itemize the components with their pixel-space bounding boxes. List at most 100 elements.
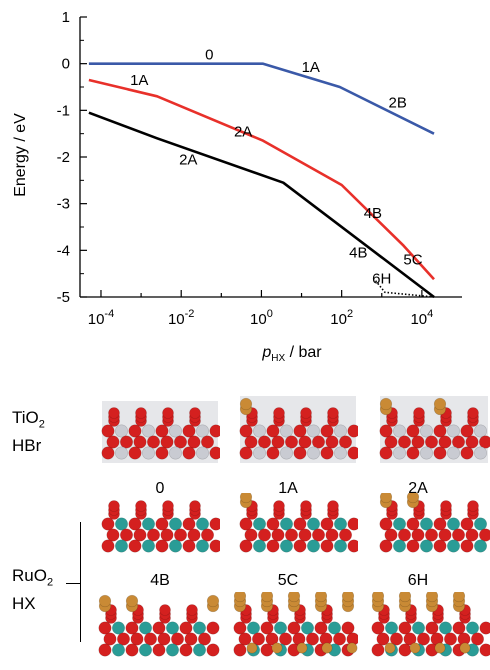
- oxygen-atom: [347, 517, 358, 531]
- halogen-atom: [206, 594, 220, 608]
- halogen-atom: [371, 592, 385, 603]
- oxygen-atom: [325, 528, 339, 542]
- y-tick-label: -2: [57, 149, 70, 166]
- oxygen-atom: [171, 632, 185, 646]
- oxygen-atom: [143, 632, 157, 646]
- structure-ruo2-1a: [238, 493, 358, 560]
- oxygen-atom: [293, 424, 307, 438]
- bridge-oxygen-atom: [108, 407, 120, 419]
- oxygen-atom: [306, 632, 320, 646]
- metal-atom: [141, 424, 155, 438]
- halogen-atom: [314, 592, 328, 603]
- oxygen-atom: [160, 528, 174, 542]
- oxygen-atom: [101, 517, 115, 531]
- halogen-atom: [434, 642, 446, 654]
- oxygen-atom: [411, 528, 425, 542]
- oxygen-atom: [101, 446, 115, 460]
- metal-atom: [141, 539, 155, 553]
- oxygen-atom: [251, 632, 265, 646]
- metal-atom: [447, 539, 461, 553]
- oxygen-atom: [425, 621, 439, 635]
- panel-title-ruo2-5c: 5C: [277, 572, 299, 589]
- y-axis-label: Energy / eV: [12, 113, 29, 197]
- oxygen-atom: [101, 424, 115, 438]
- ruo2-label-line2: HX: [12, 594, 36, 614]
- metal-atom: [393, 539, 406, 553]
- oxygen-atom: [347, 539, 358, 553]
- bridge-oxygen-atom: [273, 407, 285, 419]
- oxygen-atom: [416, 632, 430, 646]
- structure-ruo2-6h: [370, 592, 490, 664]
- oxygen-atom: [433, 539, 447, 553]
- structure-ruo2-2a: [378, 493, 490, 560]
- oxygen-atom: [155, 539, 169, 553]
- oxygen-atom: [452, 621, 466, 635]
- x-tick-label: 10-4: [88, 308, 114, 328]
- metal-atom: [253, 424, 266, 438]
- halogen-atom: [406, 493, 420, 504]
- halogen-atom: [379, 493, 393, 504]
- oxygen-atom: [406, 517, 420, 531]
- oxygen-atom: [155, 446, 169, 460]
- oxygen-atom: [209, 424, 220, 438]
- metal-atom: [447, 446, 461, 460]
- metal-atom: [334, 517, 348, 531]
- oxygen-atom: [152, 643, 166, 657]
- oxygen-atom: [438, 528, 452, 542]
- curve-label: 1A: [302, 59, 320, 76]
- metal-atom: [115, 424, 128, 438]
- oxygen-atom: [376, 632, 390, 646]
- ruo2-label-sub: 2: [46, 576, 54, 589]
- oxygen-atom: [146, 435, 160, 449]
- oxygen-atom: [125, 643, 139, 657]
- metal-atom: [474, 424, 488, 438]
- oxygen-atom: [98, 643, 112, 657]
- energy-chart: 1 0 -1 -2 -3 -4 -5 10-4 10-2 100 102 104 0 1A 1A 2B 2A 2…: [12, 9, 462, 364]
- oxygen-atom: [239, 446, 253, 460]
- oxygen-atom: [278, 632, 292, 646]
- oxygen-atom: [479, 435, 490, 449]
- metal-atom: [273, 621, 287, 635]
- structure-svg: [379, 493, 490, 553]
- x-axis-label: pHX / bar: [261, 344, 322, 364]
- metal-atom: [141, 517, 155, 531]
- oxygen-atom: [128, 424, 142, 438]
- halogen-atom: [433, 397, 447, 411]
- panel-title-ruo2-1a: 1A: [278, 480, 298, 497]
- metal-atom: [419, 539, 433, 553]
- metal-atom: [334, 539, 348, 553]
- oxygen-atom: [379, 539, 393, 553]
- tio2-label-line2: HBr: [12, 436, 42, 456]
- oxygen-atom: [157, 632, 171, 646]
- metal-atom: [307, 446, 321, 460]
- metal-atom: [193, 643, 207, 657]
- oxygen-atom: [206, 621, 220, 635]
- panel-title-ruo2-6h: 6H: [407, 572, 429, 589]
- metal-atom: [112, 643, 125, 657]
- oxygen-atom: [298, 528, 312, 542]
- bridge-oxygen-atom: [467, 500, 479, 512]
- oxygen-atom: [312, 528, 326, 542]
- chart-annotations: 0 1A 1A 2B 2A 2A 4B 5C 4B 6H: [130, 46, 423, 287]
- oxygen-atom: [403, 632, 417, 646]
- oxygen-atom: [182, 539, 196, 553]
- metal-atom: [193, 621, 207, 635]
- metal-atom: [474, 446, 488, 460]
- metal-atom: [138, 621, 152, 635]
- oxygen-atom: [119, 528, 133, 542]
- oxygen-atom: [128, 539, 142, 553]
- oxygen-atom: [266, 446, 280, 460]
- ruo2-label-main: RuO: [12, 566, 47, 585]
- metal-atom: [279, 517, 293, 531]
- metal-atom: [411, 621, 425, 635]
- oxygen-atom: [101, 539, 115, 553]
- ruo2-bracket-tick: [66, 583, 80, 584]
- oxygen-atom: [320, 446, 334, 460]
- oxygen-atom: [479, 621, 490, 635]
- y-tick-label: 0: [62, 56, 70, 73]
- ruo2-bracket: [80, 522, 81, 642]
- metal-atom: [334, 446, 348, 460]
- bridge-oxygen-atom: [300, 500, 312, 512]
- tio2-label-sub: 2: [38, 418, 45, 431]
- oxygen-atom: [152, 621, 166, 635]
